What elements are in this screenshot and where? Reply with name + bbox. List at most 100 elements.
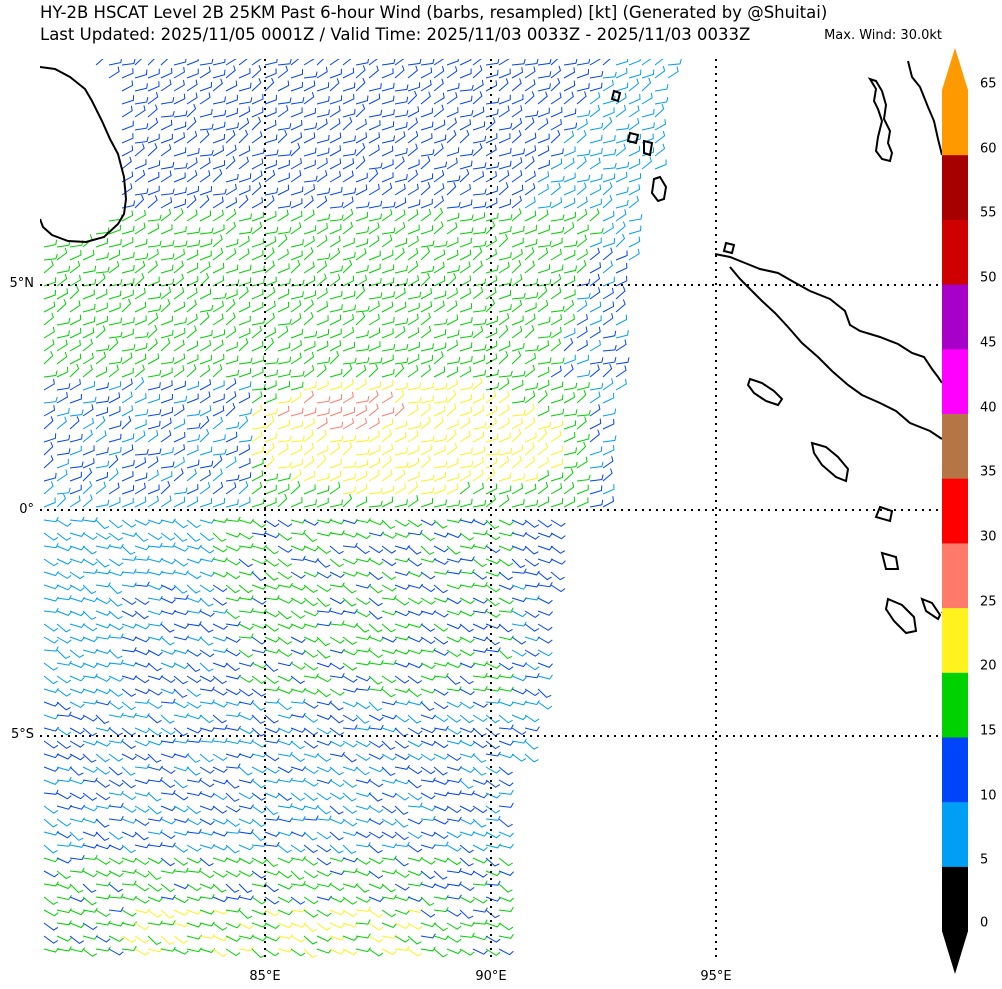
wind-barb: [56, 392, 68, 404]
wind-barb: [407, 404, 419, 417]
wind-barb: [355, 201, 370, 209]
wind-barb: [277, 571, 293, 580]
wind-barb: [420, 545, 435, 555]
wind-barb: [82, 792, 98, 801]
wind-barb: [485, 97, 500, 105]
wind-barb: [225, 369, 240, 378]
wind-barb: [472, 240, 487, 248]
wind-barb: [238, 458, 251, 469]
wind-barb: [212, 532, 227, 542]
wind-barb: [134, 496, 147, 508]
wind-barb: [212, 96, 226, 105]
wind-barb: [524, 247, 535, 261]
wind-barb: [121, 156, 132, 170]
wind-barb: [498, 370, 513, 378]
wind-barb: [290, 831, 306, 837]
wind-barb: [43, 726, 59, 732]
wind-barb: [446, 623, 462, 630]
wind-barb: [459, 149, 474, 157]
wind-barb: [121, 328, 134, 339]
wind-barb: [121, 133, 134, 144]
wind-barb: [186, 737, 202, 743]
wind-barb: [225, 596, 241, 602]
wind-barb: [160, 208, 172, 222]
wind-barb: [485, 558, 501, 565]
wind-barb: [381, 623, 396, 633]
wind-barb: [56, 571, 72, 580]
wind-barb: [641, 59, 652, 66]
wind-barb: [316, 301, 329, 313]
wind-barb: [173, 635, 189, 641]
wind-barb: [407, 209, 419, 222]
wind-barb: [355, 725, 371, 731]
wind-barb: [160, 727, 176, 736]
wind-barb: [394, 148, 408, 157]
wind-barb: [420, 623, 436, 632]
wind-barb: [368, 200, 383, 209]
wind-barb: [381, 727, 397, 733]
wind-barb: [342, 896, 358, 905]
wind-barb: [498, 313, 510, 326]
wind-barb: [251, 727, 266, 737]
wind-barb: [212, 121, 226, 131]
wind-barb: [407, 90, 418, 105]
wind-barb: [147, 816, 163, 822]
wind-barb: [264, 792, 280, 799]
wind-barb: [173, 240, 188, 248]
wind-barb: [134, 740, 150, 747]
wind-barb: [95, 844, 111, 850]
wind-barb: [420, 325, 432, 339]
wind-barb: [576, 224, 589, 235]
wind-barb: [238, 766, 253, 776]
wind-barb: [121, 582, 137, 588]
wind-barb: [303, 883, 319, 890]
wind-barb: [459, 636, 475, 644]
wind-barb: [186, 434, 200, 443]
wind-barb: [277, 870, 293, 879]
wind-barb: [212, 935, 228, 942]
wind-barb: [56, 804, 72, 810]
wind-barb: [524, 278, 539, 287]
wind-barb: [82, 568, 98, 574]
wind-barb: [147, 753, 162, 763]
wind-barb: [251, 302, 264, 313]
wind-barb: [69, 922, 85, 929]
wind-barb: [160, 636, 175, 646]
wind-barb: [186, 662, 201, 672]
wind-barb: [277, 129, 288, 144]
wind-barb: [147, 765, 164, 771]
wind-barb: [381, 485, 395, 495]
wind-barb: [108, 497, 121, 508]
wind-barb: [472, 766, 487, 776]
wind-barb: [420, 121, 434, 131]
wind-barb: [615, 67, 628, 79]
wind-barb: [485, 133, 498, 144]
wind-barb: [355, 184, 368, 196]
wind-barb: [290, 279, 305, 287]
wind-barb: [342, 196, 354, 209]
wind-barb: [108, 948, 124, 956]
wind-barb: [69, 766, 84, 776]
wind-barb: [472, 162, 487, 170]
wind-barb: [563, 382, 578, 391]
wind-barb: [251, 498, 265, 508]
wind-barb: [329, 909, 345, 916]
wind-barb: [212, 234, 223, 248]
wind-barb: [160, 110, 175, 118]
wind-barb: [420, 647, 436, 653]
wind-barb: [56, 273, 68, 287]
wind-barb: [186, 857, 202, 864]
wind-barb: [251, 636, 267, 645]
wind-barb: [433, 405, 446, 417]
wind-barb: [225, 545, 241, 552]
wind-barb: [212, 909, 228, 915]
wind-barb: [303, 857, 319, 866]
wind-barb: [173, 896, 189, 904]
wind-barb: [498, 789, 514, 795]
wind-barb: [147, 240, 162, 248]
wind-barb: [108, 59, 122, 66]
wind-barb: [407, 831, 423, 839]
wind-barb: [43, 830, 59, 836]
wind-barb: [147, 621, 163, 627]
wind-barb: [212, 818, 228, 825]
